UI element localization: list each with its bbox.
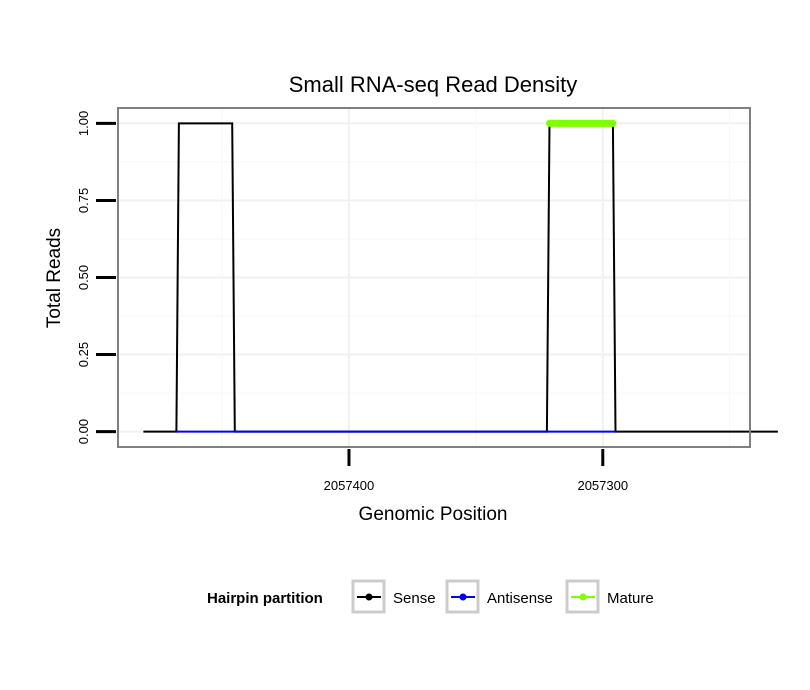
legend-point-mature [579,593,587,601]
x-axis: 2057400 2057300 [324,449,628,493]
x-axis-title: Genomic Position [359,504,508,525]
legend-point-sense [365,593,373,601]
legend-item-antisense: Antisense [445,579,553,614]
legend: Hairpin partition Sense Antisense Mature [207,579,654,614]
x-tick-label: 2057400 [324,478,375,493]
y-axis-title: Total Reads [44,228,65,328]
series-layer [143,119,778,433]
legend-label-sense: Sense [393,590,436,607]
y-axis: 0.00 0.25 0.50 0.75 1.00 [76,111,116,444]
x-tick-label: 2057300 [577,478,628,493]
legend-item-sense: Sense [351,579,436,614]
y-tick-label: 1.00 [76,111,91,136]
legend-label-mature: Mature [607,590,654,607]
plot-border [117,107,751,448]
y-tick-label: 0.25 [76,342,91,367]
y-tick-label: 0.00 [76,419,91,444]
legend-item-mature: Mature [565,579,654,614]
y-tick-label: 0.50 [76,265,91,290]
chart-title: Small RNA-seq Read Density [289,72,578,97]
legend-title: Hairpin partition [207,590,323,607]
y-tick-label: 0.75 [76,188,91,213]
legend-label-antisense: Antisense [487,590,553,607]
legend-point-antisense [459,593,467,601]
